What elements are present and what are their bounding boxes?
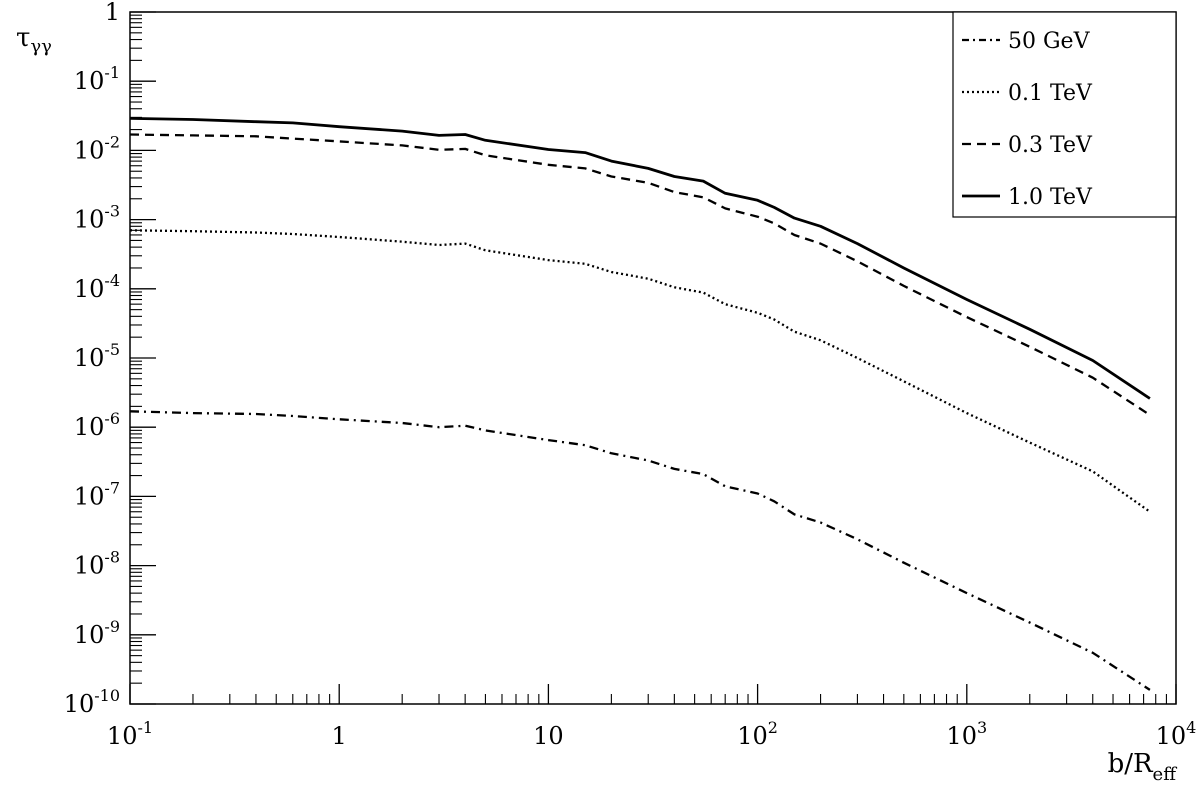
legend-label-0: 50 GeV (1008, 29, 1091, 54)
y-tick-label-exponent: -2 (104, 132, 120, 151)
y-tick-label-exponent: -5 (104, 340, 120, 359)
y-tick-label: 10-6 (74, 409, 120, 441)
y-tick-label-base: 1 (105, 0, 120, 26)
y-tick-label-base: 10 (74, 67, 105, 95)
y-tick-labels: 110-110-210-310-410-510-610-710-810-910-… (64, 0, 120, 718)
legend-label-1: 0.1 TeV (1008, 81, 1093, 106)
y-tick-label-base: 10 (74, 621, 105, 649)
series-line-0 (129, 410, 1151, 691)
x-tick-label-base: 10 (946, 722, 977, 750)
legend: 50 GeV 0.1 TeV 0.3 TeV 1.0 TeV (952, 11, 1177, 218)
x-tick-label-exponent: 2 (768, 718, 778, 737)
y-tick-label: 10-4 (74, 271, 120, 303)
y-axis-title-subscript: γγ (30, 36, 52, 57)
y-tick-label-base: 10 (74, 275, 105, 303)
x-tick-label-base: 10 (533, 722, 564, 750)
x-tick-label-exponent: -1 (137, 718, 153, 737)
y-tick-label-exponent: -8 (104, 548, 120, 567)
legend-label-2: 0.3 TeV (1008, 133, 1093, 158)
x-tick-label-base: 10 (737, 722, 768, 750)
x-tick-label-base: 10 (107, 722, 138, 750)
x-axis-title: b/Reff (1108, 749, 1178, 785)
y-tick-label: 10-3 (74, 202, 120, 234)
minor-ticks (130, 14, 1167, 704)
major-ticks (129, 11, 1177, 705)
y-tick-label: 1 (105, 0, 120, 26)
x-tick-label: 10 (533, 722, 564, 750)
x-tick-label-base: 1 (332, 722, 347, 750)
y-tick-label-base: 10 (74, 482, 105, 510)
x-tick-label-exponent: 4 (1186, 718, 1196, 737)
y-tick-label-exponent: -9 (104, 617, 120, 636)
x-tick-label: 10-1 (107, 718, 153, 750)
y-tick-label-base: 10 (74, 552, 105, 580)
y-tick-label: 10-10 (64, 686, 120, 718)
y-axis-title-base: τ (16, 23, 30, 53)
y-tick-label: 10-7 (74, 478, 120, 510)
y-tick-label: 10-2 (74, 132, 120, 164)
x-tick-label-base: 10 (1156, 722, 1187, 750)
y-tick-label-exponent: -1 (104, 63, 120, 82)
y-tick-label-exponent: -3 (104, 202, 120, 221)
x-axis-title-base: b/R (1108, 749, 1154, 779)
legend-box (952, 11, 1177, 218)
x-tick-labels: 10-1 1 10 102 103 104 (107, 718, 1196, 750)
series-layer (129, 117, 1151, 691)
series-line-3 (129, 117, 1151, 400)
legend-label-3: 1.0 TeV (1008, 185, 1093, 210)
x-tick-label: 102 (737, 718, 778, 750)
y-tick-label-exponent: -6 (104, 409, 120, 428)
x-tick-label: 1 (332, 722, 347, 750)
y-tick-label-base: 10 (74, 413, 105, 441)
y-tick-label-base: 10 (74, 344, 105, 372)
y-tick-label: 10-8 (74, 548, 120, 580)
x-axis-title-subscript: eff (1153, 764, 1178, 785)
y-tick-label-base: 10 (64, 690, 95, 718)
x-tick-label: 104 (1156, 718, 1197, 750)
x-tick-label-exponent: 3 (977, 718, 987, 737)
y-axis-title: τγγ (16, 23, 52, 57)
y-tick-label-exponent: -4 (104, 271, 120, 290)
x-tick-label: 103 (946, 718, 987, 750)
y-tick-label-base: 10 (74, 136, 105, 164)
y-tick-label: 10-5 (74, 340, 120, 372)
y-tick-label: 10-1 (74, 63, 120, 95)
series-line-1 (129, 229, 1151, 513)
y-tick-label: 10-9 (74, 617, 120, 649)
y-tick-label-base: 10 (74, 206, 105, 234)
y-tick-label-exponent: -7 (104, 478, 120, 497)
y-tick-label-exponent: -10 (94, 686, 120, 705)
